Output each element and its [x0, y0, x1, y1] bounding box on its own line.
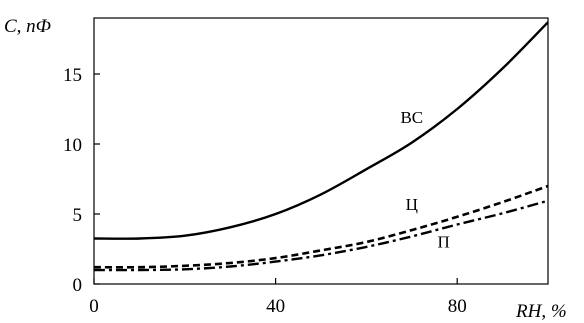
x-axis-title: RH, %: [515, 301, 567, 322]
series-annotation: Ц: [406, 195, 418, 214]
series-line-2: [93, 184, 549, 269]
y-tick-label: 15: [63, 65, 82, 86]
plot-frame: [93, 17, 549, 285]
series-line-1: [93, 21, 549, 240]
x-tick-label: 0: [89, 296, 99, 317]
y-tick-label: 5: [73, 205, 83, 226]
annotation-group: ВС ЦП: [400, 108, 449, 252]
series-group: [93, 21, 549, 272]
series-annotation: ВС: [400, 108, 423, 127]
y-tick-label: 0: [73, 275, 83, 296]
series-annotation: П: [437, 233, 449, 252]
y-axis-title: C, пФ: [4, 16, 51, 37]
tick-group: 0 5 10 15 0 40 80: [63, 65, 467, 317]
x-tick-label: 40: [266, 296, 285, 317]
series-line-3: [93, 199, 549, 272]
x-tick-label: 80: [448, 296, 467, 317]
y-tick-label: 10: [63, 135, 82, 156]
